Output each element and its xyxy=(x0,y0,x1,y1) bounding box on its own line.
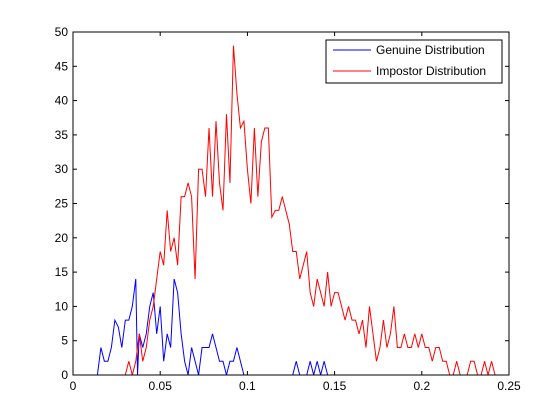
y-tick-label: 20 xyxy=(55,231,69,245)
x-tick-label: 0.1 xyxy=(239,379,256,393)
x-tick-label: 0 xyxy=(70,379,77,393)
x-tick-label: 0.2 xyxy=(413,379,430,393)
y-tick-label: 35 xyxy=(55,128,69,142)
y-tick-label: 45 xyxy=(55,59,69,73)
legend-label-impostor: Impostor Distribution xyxy=(376,64,486,78)
x-tick-label: 0.05 xyxy=(149,379,173,393)
y-tick-label: 25 xyxy=(55,197,69,211)
legend: Genuine Distribution Impostor Distributi… xyxy=(326,40,502,83)
y-tick-label: 5 xyxy=(61,334,68,348)
y-tick-label: 40 xyxy=(55,94,69,108)
x-tick-label: 0.25 xyxy=(497,379,521,393)
y-tick-label: 30 xyxy=(55,162,69,176)
y-tick-label: 15 xyxy=(55,265,69,279)
y-tick-label: 50 xyxy=(55,25,69,39)
y-tick-label: 0 xyxy=(61,368,68,382)
x-tick-label: 0.15 xyxy=(323,379,347,393)
y-tick-label: 10 xyxy=(55,299,69,313)
legend-label-genuine: Genuine Distribution xyxy=(376,43,485,57)
